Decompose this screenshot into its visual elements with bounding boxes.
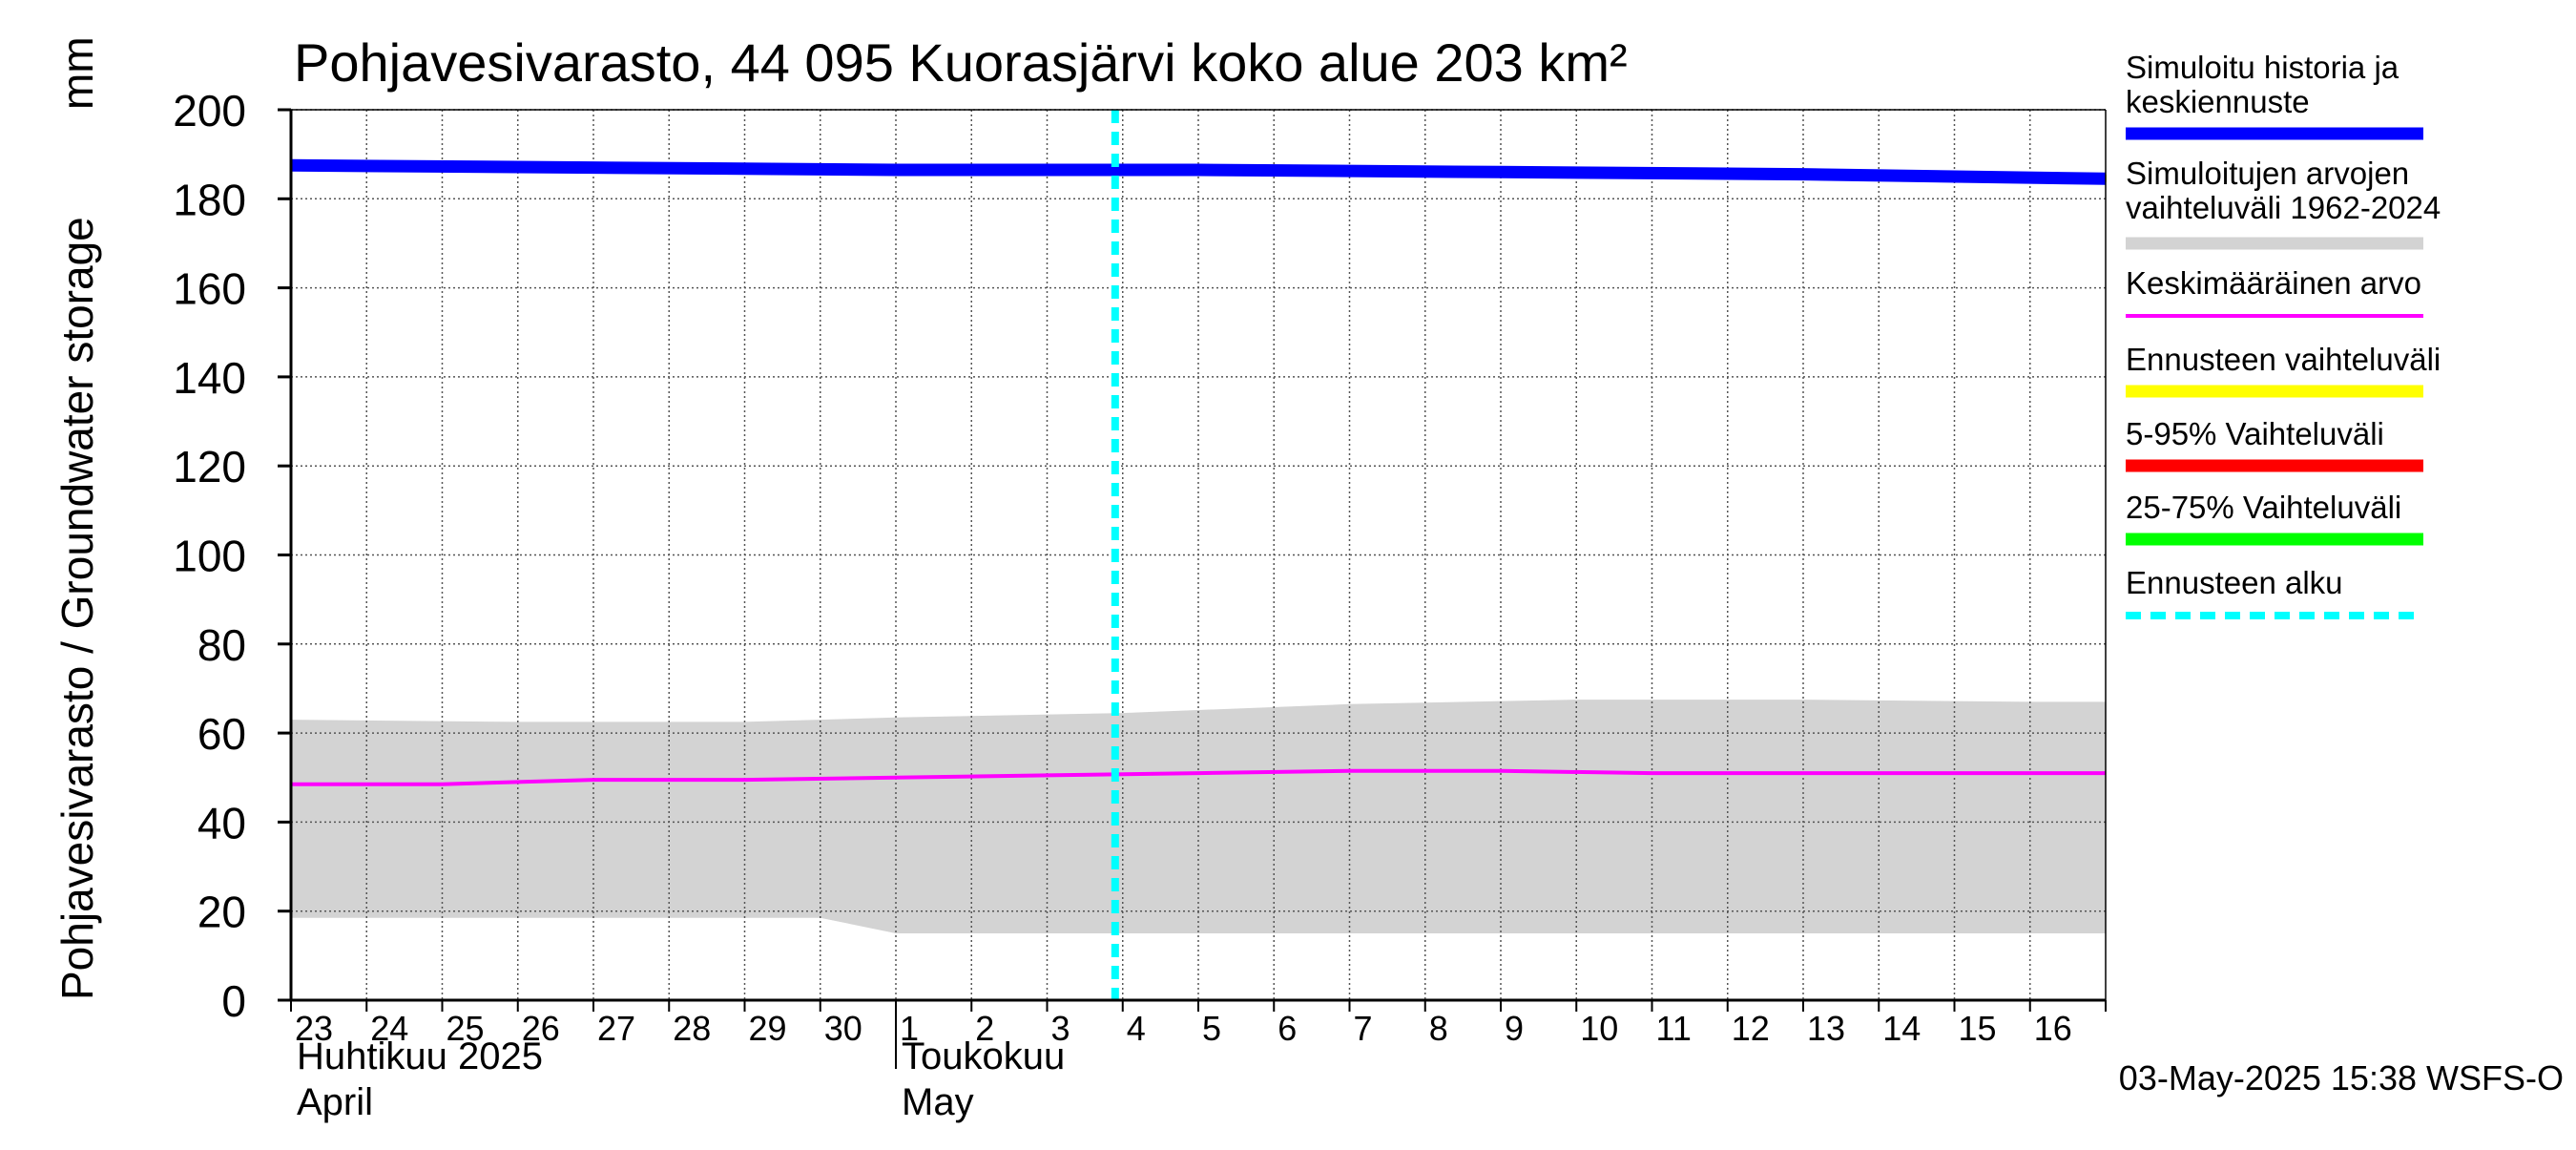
legend-label: 25-75% Vaihteluväli — [2126, 490, 2401, 525]
legend-label: keskiennuste — [2126, 84, 2310, 119]
y-axis-unit: mm — [52, 36, 102, 110]
month-label-fi: Toukokuu — [902, 1035, 1065, 1077]
legend-label: Keskimääräinen arvo — [2126, 265, 2421, 301]
y-tick-label: 80 — [197, 620, 246, 670]
x-tick-label: 9 — [1505, 1009, 1524, 1048]
legend-label: Simuloitu historia ja — [2126, 50, 2399, 85]
x-tick-label: 5 — [1202, 1009, 1221, 1048]
y-tick-label: 20 — [197, 888, 246, 937]
x-tick-label: 15 — [1959, 1009, 1997, 1048]
x-tick-label: 3 — [1051, 1009, 1070, 1048]
x-tick-label: 30 — [824, 1009, 862, 1048]
x-tick-label: 26 — [522, 1009, 560, 1048]
x-tick-label: 2 — [975, 1009, 994, 1048]
month-label-en: April — [297, 1081, 373, 1123]
y-tick-label: 120 — [173, 442, 246, 491]
y-tick-label: 0 — [221, 976, 246, 1026]
legend-label: Ennusteen vaihteluväli — [2126, 342, 2441, 377]
x-tick-label: 8 — [1429, 1009, 1448, 1048]
y-tick-label: 180 — [173, 175, 246, 224]
month-label-en: May — [902, 1081, 974, 1123]
x-tick-label: 27 — [597, 1009, 635, 1048]
simulated-history-line — [290, 158, 2107, 185]
y-tick-label: 60 — [197, 709, 246, 759]
x-tick-label: 16 — [2034, 1009, 2072, 1048]
y-tick-label: 140 — [173, 353, 246, 403]
x-tick-label: 13 — [1807, 1009, 1845, 1048]
x-tick-label: 1 — [900, 1009, 919, 1048]
x-tick-label: 23 — [295, 1009, 333, 1048]
legend-label: Simuloitujen arvojen — [2126, 156, 2409, 191]
legend-label: 5-95% Vaihteluväli — [2126, 416, 2384, 451]
y-tick-label: 100 — [173, 532, 246, 581]
x-tick-label: 24 — [370, 1009, 408, 1048]
legend-label: Ennusteen alku — [2126, 565, 2343, 600]
y-tick-label: 40 — [197, 798, 246, 847]
y-tick-label: 160 — [173, 264, 246, 314]
grid-layer — [291, 109, 2106, 1000]
series-layer — [290, 110, 2107, 1000]
x-tick-label: 7 — [1354, 1009, 1373, 1048]
chart-title: Pohjavesivarasto, 44 095 Kuorasjärvi kok… — [294, 32, 1628, 93]
y-axis-label: Pohjavesivarasto / Groundwater storage — [52, 217, 102, 1000]
x-tick-label: 4 — [1127, 1009, 1146, 1048]
footer-timestamp: 03-May-2025 15:38 WSFS-O — [2119, 1058, 2564, 1098]
x-tick-label: 11 — [1656, 1009, 1692, 1048]
x-tick-label: 28 — [673, 1009, 711, 1048]
x-tick-label: 6 — [1278, 1009, 1297, 1048]
x-tick-label: 14 — [1882, 1009, 1921, 1048]
legend-label: vaihteluväli 1962-2024 — [2126, 190, 2441, 225]
x-tick-label: 10 — [1580, 1009, 1618, 1048]
x-tick-label: 29 — [749, 1009, 787, 1048]
x-tick-label: 12 — [1732, 1009, 1770, 1048]
axes-layer — [278, 108, 2107, 1069]
y-tick-label: 200 — [173, 86, 246, 136]
x-tick-label: 25 — [447, 1009, 485, 1048]
mean-value-line — [291, 768, 2106, 786]
month-label-fi: Huhtikuu 2025 — [297, 1035, 543, 1077]
